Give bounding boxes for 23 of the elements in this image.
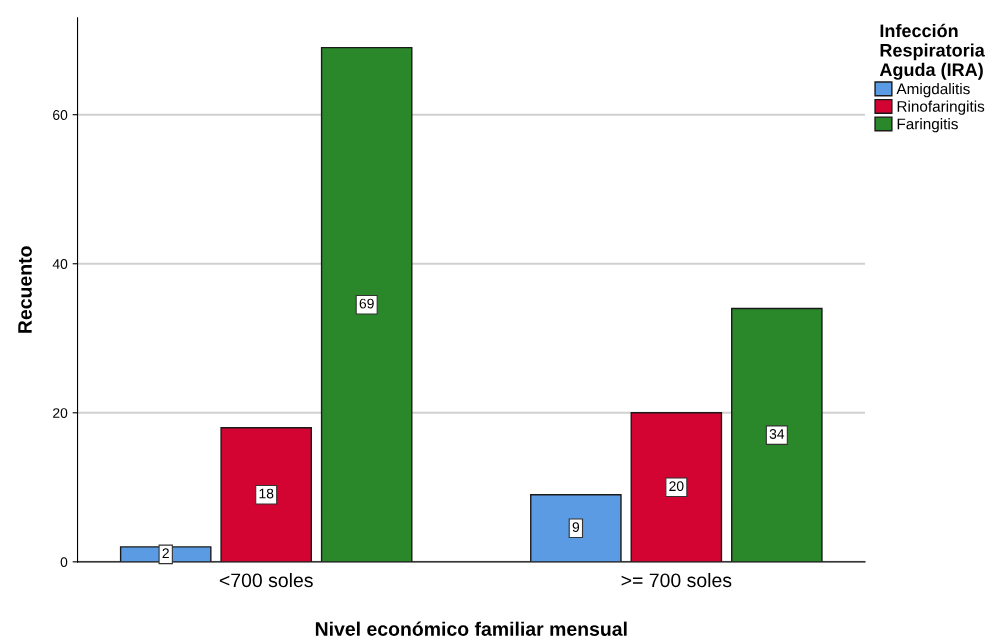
y-axis-title: Recuento bbox=[18, 246, 32, 333]
bar bbox=[630, 412, 723, 562]
legend-title: Infección Respiratoria Aguda (IRA) bbox=[879, 23, 985, 80]
bar bbox=[220, 427, 313, 562]
bar bbox=[731, 307, 823, 562]
data-label: 9 bbox=[572, 522, 580, 533]
legend-label: Faringitis bbox=[897, 118, 958, 133]
data-label: 34 bbox=[769, 429, 785, 439]
y-tick-label: 20 bbox=[53, 408, 68, 418]
data-label: 2 bbox=[162, 548, 169, 558]
x-tick-label: <700 soles bbox=[219, 572, 313, 588]
legend-label: Amigdalitis bbox=[896, 83, 970, 98]
x-axis-title: Nivel económico familiar mensual bbox=[315, 621, 627, 636]
legend-label: Rinofaringitis bbox=[897, 100, 985, 115]
x-tick-label: >= 700 soles bbox=[621, 572, 732, 588]
data-label: 18 bbox=[259, 488, 274, 499]
bar bbox=[530, 494, 622, 562]
y-tick-label: 40 bbox=[52, 259, 68, 269]
y-tick-label: 0 bbox=[60, 557, 68, 567]
bar bbox=[320, 46, 413, 562]
data-label: 69 bbox=[359, 298, 374, 309]
y-tick-label: 60 bbox=[53, 110, 68, 120]
data-label: 20 bbox=[669, 481, 684, 492]
